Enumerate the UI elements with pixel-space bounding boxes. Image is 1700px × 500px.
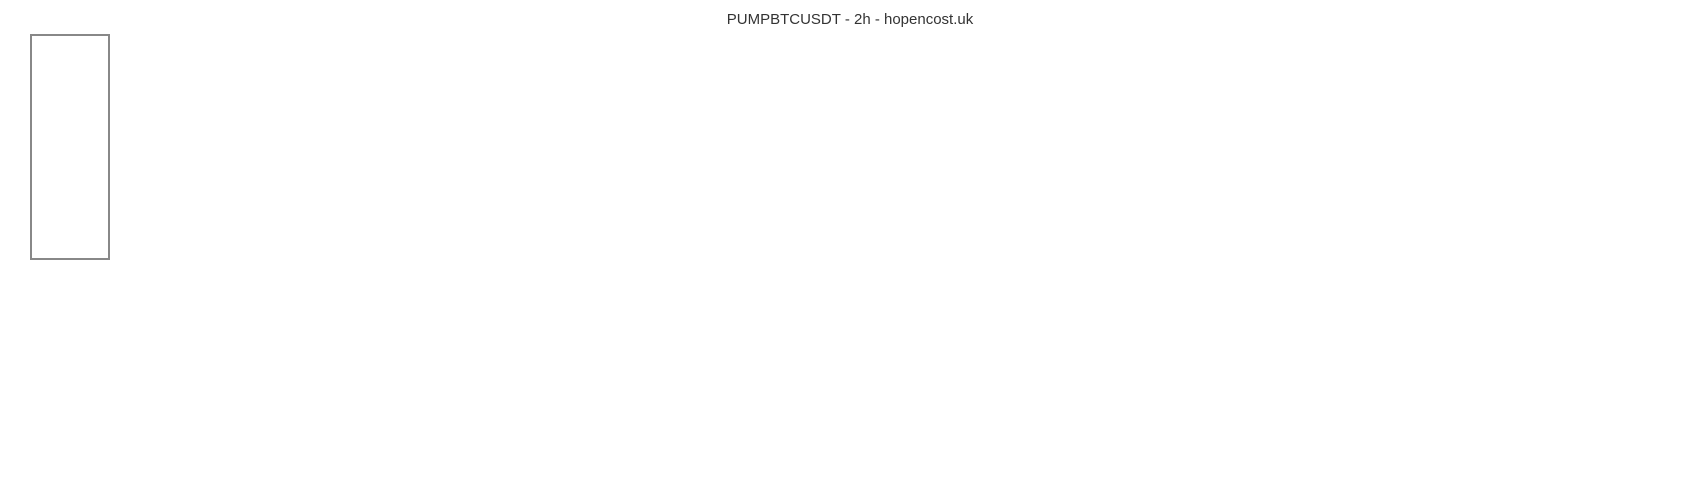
legend (30, 34, 110, 260)
chart-title: PUMPBTCUSDT - 2h - hopencost.uk (726, 11, 974, 28)
